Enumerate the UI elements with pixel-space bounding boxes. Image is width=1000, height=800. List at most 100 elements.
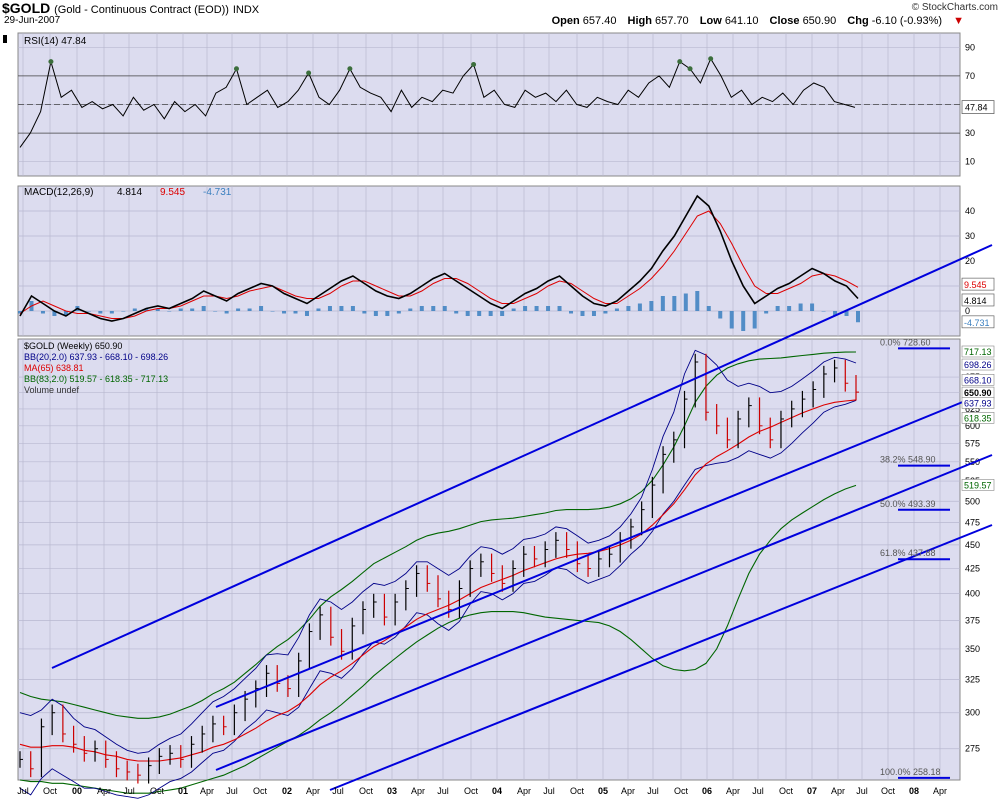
x-tick-label: Apr bbox=[831, 786, 845, 796]
price-tick-label: 300 bbox=[965, 708, 980, 718]
fib-level-label: 38.2% 548.90 bbox=[880, 455, 936, 465]
macd-histogram-bar bbox=[362, 311, 367, 314]
down-arrow-icon: ▼ bbox=[953, 15, 964, 27]
macd-histogram-bar bbox=[660, 296, 665, 311]
macd-histogram-bar bbox=[775, 306, 780, 311]
macd-histogram-bar bbox=[282, 311, 287, 314]
x-tick-label: 02 bbox=[282, 786, 292, 796]
macd-histogram-bar bbox=[86, 311, 91, 312]
macd-histogram-bar bbox=[546, 306, 551, 311]
chg-label: Chg bbox=[847, 15, 869, 27]
price-tick-label: 475 bbox=[965, 518, 980, 528]
high-label: High bbox=[627, 15, 652, 27]
macd-histogram-bar bbox=[569, 311, 574, 314]
macd-histogram-bar bbox=[52, 311, 57, 316]
price-right-label: 698.26 bbox=[964, 360, 992, 370]
chart-header: $GOLD (Gold - Continuous Contract (EOD))… bbox=[2, 0, 998, 30]
channel-trendline bbox=[329, 524, 993, 791]
symbol-title: $GOLD (Gold - Continuous Contract (EOD))… bbox=[2, 0, 259, 16]
price-right-label: 637.93 bbox=[964, 398, 992, 408]
stockcharts-credit[interactable]: © StockCharts.com bbox=[911, 2, 998, 13]
x-tick-label: Oct bbox=[570, 786, 585, 796]
price-value-box bbox=[961, 345, 995, 358]
price-tick-label: 600 bbox=[965, 421, 980, 431]
macd-histogram-bar bbox=[121, 311, 126, 312]
bb20-upper-band bbox=[19, 349, 857, 754]
close-value: 650.90 bbox=[802, 15, 837, 27]
macd-histogram-bar bbox=[144, 308, 149, 311]
macd-signal-line bbox=[19, 210, 859, 319]
x-tick-label: Oct bbox=[464, 786, 479, 796]
price-panel-bg bbox=[17, 338, 961, 781]
bb20-lower-band bbox=[19, 399, 857, 799]
x-tick-label: 07 bbox=[807, 786, 817, 796]
macd-histogram-bar bbox=[419, 306, 424, 311]
chart-date: 29-Jun-2007 bbox=[4, 15, 61, 26]
macd-histogram-bar bbox=[603, 311, 608, 314]
macd-histogram-bar bbox=[764, 311, 769, 314]
x-tick-label: Oct bbox=[779, 786, 794, 796]
macd-histogram-bar bbox=[729, 311, 734, 329]
macd-histogram-bar bbox=[511, 308, 516, 311]
x-tick-label: Jul bbox=[226, 786, 238, 796]
x-tick-label: Apr bbox=[97, 786, 111, 796]
price-value-box bbox=[961, 397, 995, 409]
bb83-lower-band bbox=[19, 484, 857, 794]
price-legend-entry: BB(83,2.0) 519.57 - 618.35 - 717.13 bbox=[24, 374, 168, 384]
channel-trendline bbox=[215, 454, 993, 771]
macd-histogram-bar bbox=[856, 311, 860, 323]
rsi-overbought-mark bbox=[306, 70, 312, 76]
price-right-label: 668.10 bbox=[964, 375, 992, 385]
macd-histogram-bar bbox=[649, 301, 654, 311]
macd-histogram-bar bbox=[132, 308, 137, 311]
macd-histogram-bar bbox=[741, 311, 746, 331]
x-tick-label: Jul bbox=[123, 786, 135, 796]
open-value: 657.40 bbox=[582, 15, 617, 27]
macd-histogram-bar bbox=[718, 311, 723, 319]
macd-histogram-bar bbox=[408, 308, 413, 311]
macd-histogram-bar bbox=[833, 311, 838, 316]
rsi-overbought-mark bbox=[687, 66, 693, 72]
macd-tick-label: 20 bbox=[965, 256, 975, 266]
channel-trendline bbox=[51, 244, 993, 669]
price-tick-label: 550 bbox=[965, 457, 980, 467]
macd-histogram-bar bbox=[109, 311, 114, 314]
macd-histogram-bar bbox=[350, 306, 355, 311]
rsi-tick-label: 10 bbox=[965, 157, 975, 167]
price-right-label: 650.90 bbox=[964, 388, 992, 398]
macd-histogram-bar bbox=[213, 311, 218, 312]
macd-histogram-bar bbox=[316, 308, 321, 311]
macd-histogram-bar bbox=[339, 306, 344, 311]
macd-tick-label: 30 bbox=[965, 231, 975, 241]
macd-legend-signal: 9.545 bbox=[160, 187, 185, 198]
ohlc-readout: Open 657.40 High 657.70 Low 641.10 Close… bbox=[552, 15, 964, 27]
price-value-box bbox=[961, 374, 995, 386]
high-value: 657.70 bbox=[655, 15, 689, 27]
macd-histogram-bar bbox=[810, 303, 815, 311]
macd-histogram-bar bbox=[683, 293, 688, 311]
x-tick-label: Apr bbox=[726, 786, 740, 796]
macd-histogram-bar bbox=[477, 311, 482, 316]
x-tick-label: 08 bbox=[909, 786, 919, 796]
price-right-label: 618.35 bbox=[964, 413, 992, 423]
x-tick-label: Jul bbox=[856, 786, 868, 796]
rsi-tick-label: 30 bbox=[965, 128, 975, 138]
macd-histogram-bar bbox=[201, 306, 206, 311]
x-tick-label: 05 bbox=[598, 786, 608, 796]
price-tick-label: 425 bbox=[965, 564, 980, 574]
macd-histogram-bar bbox=[821, 311, 826, 312]
macd-histogram-bar bbox=[293, 311, 298, 314]
rsi-overbought-mark bbox=[677, 59, 683, 65]
macd-right-label: 4.814 bbox=[964, 296, 987, 306]
macd-histogram-bar bbox=[672, 296, 677, 311]
x-tick-label: Jul bbox=[647, 786, 659, 796]
macd-tick-label: 0 bbox=[965, 306, 970, 316]
x-tick-label: Oct bbox=[674, 786, 689, 796]
rsi-overbought-mark bbox=[347, 66, 353, 72]
macd-histogram-bar bbox=[488, 311, 493, 316]
macd-histogram-bar bbox=[787, 306, 792, 311]
x-axis: Jul Oct 00 Apr Jul Oct 01 Apr Jul Oct 02 Apr Jul Oct 0… bbox=[17, 786, 947, 796]
x-tick-label: 01 bbox=[178, 786, 188, 796]
price-value-box bbox=[961, 479, 995, 491]
